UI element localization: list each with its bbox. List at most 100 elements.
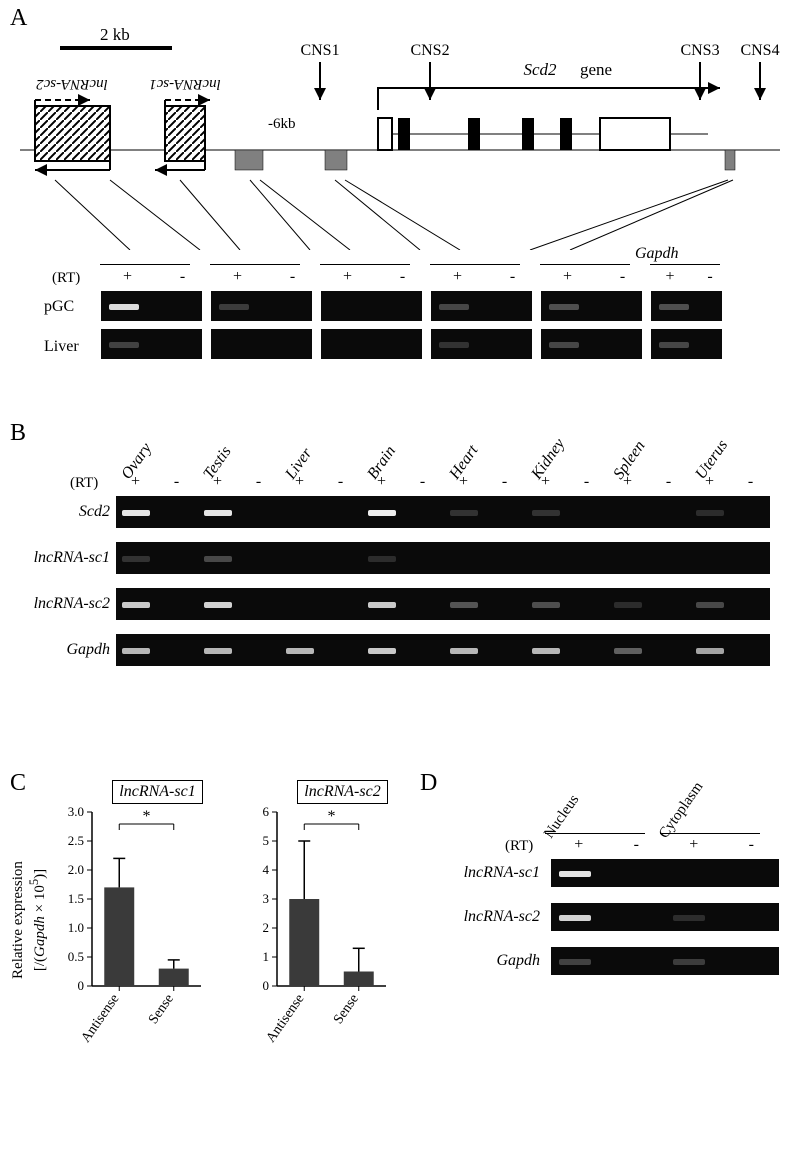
gel-strip <box>115 587 771 621</box>
svg-text:lncRNA-sc1: lncRNA-sc1 <box>149 76 221 92</box>
scale-bar-text: 2 kb <box>100 25 130 44</box>
ylabel-line2: [/(Gapdh × 105)] <box>27 820 49 1020</box>
pm-symbol: - <box>402 473 443 491</box>
pm-symbol: - <box>566 473 607 491</box>
pm-symbol: - <box>608 836 666 854</box>
chart-title: lncRNA-sc2 <box>297 780 387 804</box>
panel-a-diagram: 2 kb lncR <box>0 0 793 250</box>
svg-text:1.5: 1.5 <box>68 891 84 906</box>
pgc-label: pGC <box>44 298 74 316</box>
pm-symbol: - <box>690 268 730 286</box>
pm-symbol: + <box>430 268 485 286</box>
rt-label-d: (RT) <box>505 838 533 855</box>
pm-symbol: - <box>375 268 430 286</box>
gel-lane <box>320 290 423 322</box>
bar-chart: lncRNA-sc2 0 1 2 3 4 5 6 Antisense Sense * <box>235 780 420 1064</box>
gene-label: lncRNA-sc1 <box>20 549 110 567</box>
svg-text:Sense: Sense <box>331 992 362 1027</box>
svg-text:lncRNA-sc2: lncRNA-sc2 <box>36 76 108 92</box>
gel-lane <box>650 328 723 360</box>
svg-text:5: 5 <box>263 833 270 848</box>
cns-arrow-4: CNS4 <box>740 42 779 100</box>
svg-text:Scd2: Scd2 <box>523 60 557 79</box>
pm-symbol: + <box>650 268 690 286</box>
svg-text:1: 1 <box>263 949 270 964</box>
cns-arrow-3: CNS3 <box>680 42 719 100</box>
chart-title: lncRNA-sc1 <box>112 780 202 804</box>
gel-strip <box>115 495 771 529</box>
pm-symbol: - <box>595 268 650 286</box>
panel-b-label: B <box>10 420 26 447</box>
gene-label: Gapdh <box>20 641 110 659</box>
gel-lane <box>430 328 533 360</box>
pm-symbol: + <box>100 268 155 286</box>
gel-lane <box>320 328 423 360</box>
svg-text:*: * <box>143 808 151 825</box>
pm-symbol: + <box>525 473 566 491</box>
panel-d-label: D <box>420 770 437 797</box>
liver-label: Liver <box>44 338 79 356</box>
svg-text:Antisense: Antisense <box>264 992 308 1046</box>
bar-chart: lncRNA-sc100.51.01.52.02.53.0AntisenseSe… <box>50 780 235 1064</box>
pm-symbol: + <box>665 836 723 854</box>
pm-symbol: - <box>648 473 689 491</box>
svg-text:Antisense: Antisense <box>79 992 123 1046</box>
svg-text:1.0: 1.0 <box>68 920 84 935</box>
pm-symbol: + <box>443 473 484 491</box>
pm-symbol: + <box>361 473 402 491</box>
pm-symbol: - <box>320 473 361 491</box>
pm-symbol: - <box>238 473 279 491</box>
panel-c-label: C <box>10 770 26 797</box>
svg-text:*: * <box>328 808 336 825</box>
svg-text:CNS3: CNS3 <box>680 42 719 59</box>
pm-symbol: - <box>485 268 540 286</box>
gel-strip <box>550 902 780 932</box>
pm-symbol: + <box>197 473 238 491</box>
svg-text:CNS2: CNS2 <box>410 42 449 59</box>
svg-text:0.5: 0.5 <box>68 949 84 964</box>
svg-text:4: 4 <box>263 862 270 877</box>
pm-row: +-+-+-+-+-+- <box>100 268 730 286</box>
cns-arrow-1: CNS1 <box>300 42 339 100</box>
pm-symbol: + <box>115 473 156 491</box>
pm-row-b: +-+-+-+-+-+-+-+- <box>115 473 771 491</box>
gel-lane <box>650 290 723 322</box>
svg-text:CNS4: CNS4 <box>740 42 779 59</box>
pm-symbol: + <box>540 268 595 286</box>
svg-text:0: 0 <box>263 978 270 993</box>
gel-lane <box>100 328 203 360</box>
pm-symbol: + <box>689 473 730 491</box>
svg-text:3.0: 3.0 <box>68 804 84 819</box>
svg-text:-6kb: -6kb <box>268 116 296 132</box>
rt-label-b: (RT) <box>70 475 98 492</box>
gene-label: lncRNA-sc1 <box>445 864 540 882</box>
svg-text:Sense: Sense <box>146 992 177 1027</box>
ylabel: Relative expression [/(Gapdh × 105)] <box>10 820 49 1020</box>
svg-text:2.0: 2.0 <box>68 862 84 877</box>
svg-text:2: 2 <box>263 920 270 935</box>
gel-strip <box>115 541 771 575</box>
svg-text:CNS1: CNS1 <box>300 42 339 59</box>
gel-lane <box>100 290 203 322</box>
ylabel-line1: Relative expression <box>10 820 27 1020</box>
svg-text:3: 3 <box>263 891 270 906</box>
svg-text:gene: gene <box>580 60 612 79</box>
pm-symbol: - <box>484 473 525 491</box>
gene-label: lncRNA-sc2 <box>445 908 540 926</box>
gel-strip <box>115 633 771 667</box>
gel-lane <box>210 328 313 360</box>
pm-symbol: + <box>279 473 320 491</box>
cns-arrow-2: CNS2 <box>410 42 449 100</box>
pm-symbol: - <box>156 473 197 491</box>
svg-text:6: 6 <box>263 804 270 819</box>
pm-symbol: + <box>320 268 375 286</box>
pm-symbol: - <box>723 836 781 854</box>
gel-strip <box>550 858 780 888</box>
gene-label: lncRNA-sc2 <box>20 595 110 613</box>
pm-symbol: - <box>730 473 771 491</box>
gene-label: Gapdh <box>445 952 540 970</box>
pm-symbol: + <box>550 836 608 854</box>
gapdh-label: Gapdh <box>635 245 679 263</box>
gel-lane <box>430 290 533 322</box>
gel-lane <box>540 328 643 360</box>
